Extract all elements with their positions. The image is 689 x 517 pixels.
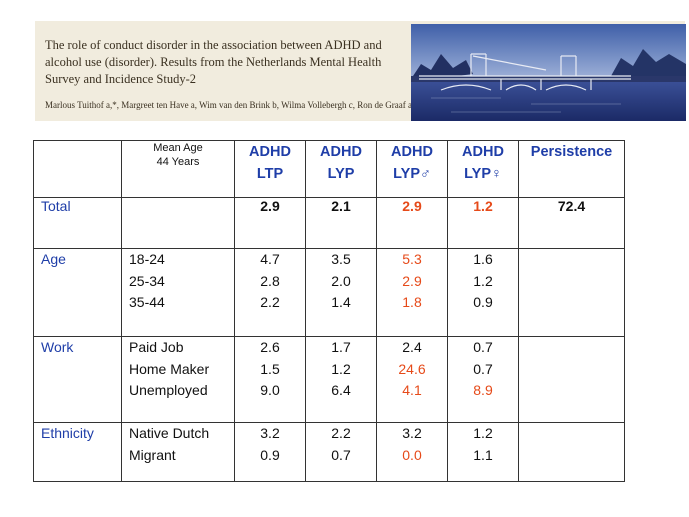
- table-row-ethnicity: Ethnicity Native Dutch Migrant 3.2 0.9 2…: [33, 422, 625, 482]
- ethnicity-lyp: 2.2 0.7: [305, 422, 377, 482]
- work-lyp-male: 2.4 24.6 4.1: [376, 336, 448, 423]
- article-authors: Marlous Tuithof a,*, Margreet ten Have a…: [45, 100, 412, 110]
- article-title: The role of conduct disorder in the asso…: [45, 38, 382, 86]
- work-groups: Paid Job Home Maker Unemployed: [121, 336, 235, 423]
- total-lyp-female: 1.2: [447, 197, 519, 249]
- age-persistence: [518, 248, 625, 337]
- row-label-work: Work: [33, 336, 122, 423]
- row-label-ethnicity: Ethnicity: [33, 422, 122, 482]
- ethnicity-groups: Native Dutch Migrant: [121, 422, 235, 482]
- mean-age-header: Mean Age 44 Years: [121, 140, 235, 198]
- results-table: Mean Age 44 Years ADHD LTP ADHD LYP ADHD LY…: [33, 140, 625, 482]
- article-banner: The role of conduct disorder in the asso…: [35, 21, 686, 121]
- total-lyp-male: 2.9: [376, 197, 448, 249]
- row-label-age: Age: [33, 248, 122, 337]
- ethnicity-lyp-male: 3.2 0.0: [376, 422, 448, 482]
- table-row-age: Age 18-24 25-34 35-44 4.7 2.8 2.2 3.5 2.…: [33, 248, 625, 337]
- row-label-total: Total: [33, 197, 122, 249]
- ethnicity-persistence: [518, 422, 625, 482]
- work-lyp: 1.7 1.2 6.4: [305, 336, 377, 423]
- header-adhd-lyp: ADHD LYP: [305, 140, 377, 198]
- age-groups: 18-24 25-34 35-44: [121, 248, 235, 337]
- header-persistence: Persistence: [518, 140, 625, 198]
- age-lyp-male: 5.3 2.9 1.8: [376, 248, 448, 337]
- total-ltp: 2.9: [234, 197, 306, 249]
- total-persistence: 72.4: [518, 197, 625, 249]
- work-lyp-female: 0.7 0.7 8.9: [447, 336, 519, 423]
- header-empty-cell: [33, 140, 122, 198]
- header-adhd-ltp: ADHD LTP: [234, 140, 306, 198]
- amsterdam-bridge-photo: [411, 24, 686, 121]
- work-ltp: 2.6 1.5 9.0: [234, 336, 306, 423]
- ethnicity-lyp-female: 1.2 1.1: [447, 422, 519, 482]
- table-row-total: Total 2.9 2.1 2.9 1.2 72.4: [33, 197, 625, 249]
- total-lyp: 2.1: [305, 197, 377, 249]
- total-subgroup-cell: [121, 197, 235, 249]
- header-adhd-lyp-female: ADHD LYP♀: [447, 140, 519, 198]
- age-lyp: 3.5 2.0 1.4: [305, 248, 377, 337]
- table-header-row: Mean Age 44 Years ADHD LTP ADHD LYP ADHD LY…: [33, 140, 625, 198]
- age-ltp: 4.7 2.8 2.2: [234, 248, 306, 337]
- ethnicity-ltp: 3.2 0.9: [234, 422, 306, 482]
- work-persistence: [518, 336, 625, 423]
- table-row-work: Work Paid Job Home Maker Unemployed 2.6 …: [33, 336, 625, 423]
- age-lyp-female: 1.6 1.2 0.9: [447, 248, 519, 337]
- header-adhd-lyp-male: ADHD LYP♂: [376, 140, 448, 198]
